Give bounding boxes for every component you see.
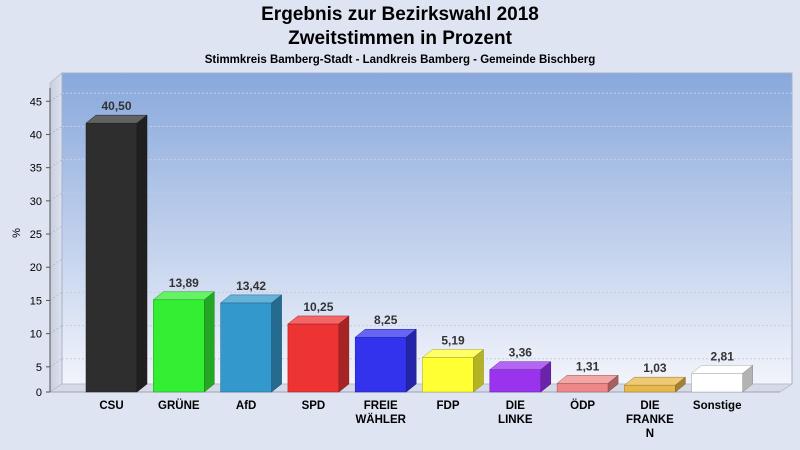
bar-group: 1,31 ÖDP [556,359,619,412]
gridline [49,325,63,335]
x-tick-label-line: FDP [437,400,460,412]
x-tick-label: DIE LINKE [498,400,533,426]
x-tick-label-line: N [646,428,654,440]
bar-group: 1,03 DIE FRANKE N [623,361,687,440]
x-tick-label-line: Sonstige [693,400,742,412]
bar-side [473,349,484,393]
bar-value-label: 2,81 [711,349,735,363]
bar [287,323,340,393]
bar-top [556,375,619,384]
bar [489,369,542,393]
x-tick-label: FREIE WÄHLER [355,400,406,426]
bar-value-label: 1,31 [576,359,600,373]
gridline [49,126,63,135]
bar-group: 3,36 DIE LINKE [489,346,552,426]
bar [422,357,474,393]
bar [624,384,676,393]
bar-side [607,374,619,393]
bar-top [623,376,687,386]
x-tick-label-line: LINKE [498,414,533,426]
bar-side [136,114,148,393]
x-tick-label-line: WÄHLER [355,413,406,426]
bar [220,302,272,393]
gridline [49,292,63,301]
bar-side [338,315,350,393]
y-tick-label: 0 [36,387,42,399]
gridline [49,225,63,235]
bar-top [354,328,417,338]
bar [85,122,138,393]
y-tick-label: 20 [30,262,42,274]
gridline [49,258,63,268]
bar-side [540,361,552,393]
y-tick-label: 15 [30,295,42,307]
x-tick-label: GRÜNE [158,399,200,412]
bar [556,383,609,393]
x-tick-label-line: FREIE [364,400,398,412]
bar [354,336,407,393]
chart-caption: Stimmkreis Bamberg-Stadt - Landkreis Bam… [204,54,596,66]
x-tick-label: ÖDP [570,399,595,412]
y-axis-label: % [11,228,23,238]
bar-group: 8,25 FREIE WÄHLER [354,313,417,426]
bar-top [85,114,148,124]
x-tick-label: FDP [437,400,460,412]
x-tick-label-line: ÖDP [570,399,595,412]
y-tick-label: 25 [30,229,42,241]
bar-group: 13,89 GRÜNE [152,276,216,412]
x-tick-label: CSU [99,400,123,412]
bar-top [690,365,754,374]
gridline [49,159,63,169]
y-tick-label: 35 [30,163,42,175]
x-tick-label-line: CSU [99,400,123,412]
gridline [49,192,63,202]
gridline [49,92,63,102]
x-tick-label-line: FRANKE [626,414,674,426]
x-tick-label: SPD [302,400,326,412]
x-tick-label-line: GRÜNE [158,399,200,412]
bar [691,373,743,393]
bar-value-label: 3,36 [509,346,533,360]
bar-side [271,294,282,393]
y-tick-label: 10 [30,329,42,341]
bar-side [204,291,215,393]
bar-group: 10,25 SPD [287,300,350,412]
bar-group: 13,42 AfD [219,279,283,412]
chart-title: Ergebnis zur Bezirkswahl 2018 [261,4,539,25]
bar-value-label: 40,50 [101,99,131,113]
x-tick-label-line: SPD [302,400,326,412]
bar-top [219,294,283,304]
bar [153,299,205,393]
bar-group: 40,50 CSU [85,99,148,412]
bar-value-label: 13,42 [236,279,266,293]
bar-top [152,291,216,301]
bar-value-label: 8,25 [374,313,398,327]
bar-value-label: 13,89 [169,276,199,290]
x-tick-label: AfD [236,400,256,412]
x-tick-label-line: DIE [640,400,660,412]
y-tick-label: 45 [30,96,42,108]
bar-group: 5,19 FDP [421,334,485,412]
y-tick-label: 40 [30,129,42,141]
bar-value-label: 10,25 [303,300,333,314]
y-tick-label: 30 [30,196,42,208]
y-tick-label: 5 [36,362,42,374]
bar-top [287,315,350,325]
x-tick-label-line: AfD [236,400,256,412]
bar-value-label: 5,19 [441,334,465,348]
chart-subtitle: Zweitstimmen in Prozent [288,28,512,49]
x-tick-label: DIE FRANKE N [626,400,674,440]
bar-side [742,364,753,393]
x-tick-label: Sonstige [693,400,742,412]
bar-side [405,328,417,393]
bar-group: 2,81 Sonstige [690,349,754,412]
plot-side-wall [49,71,63,393]
x-tick-label-line: DIE [506,400,526,412]
bar-top [421,349,485,358]
bar-top [489,361,552,370]
gridline [49,358,63,368]
bar-value-label: 1,03 [643,361,667,375]
bar-side [675,376,686,393]
